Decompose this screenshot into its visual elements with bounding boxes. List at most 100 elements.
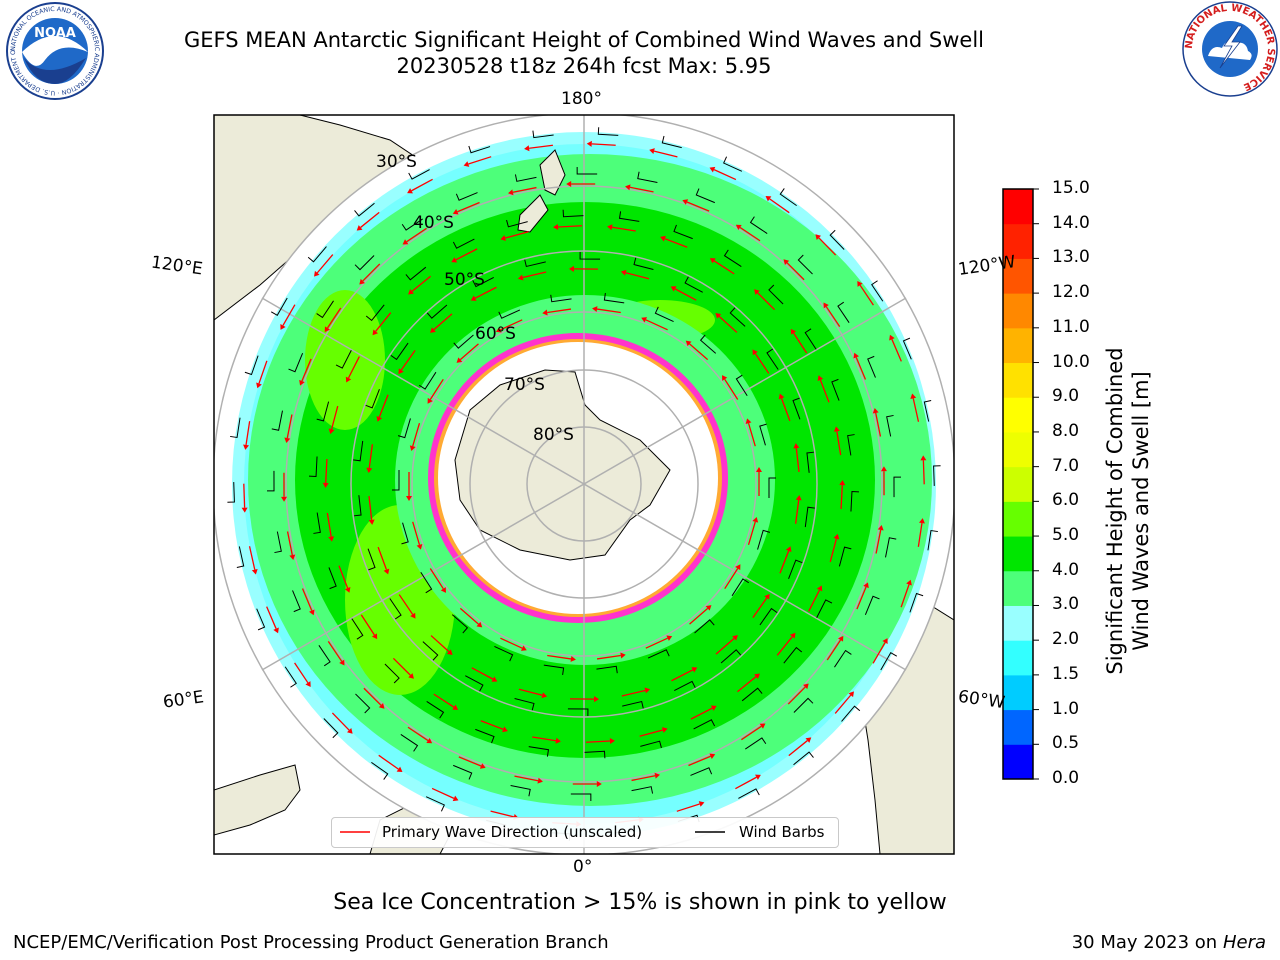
- colorbar-segment: [1003, 258, 1033, 294]
- wave-arrow-head: [280, 323, 286, 330]
- wave-arrow-head: [451, 257, 458, 263]
- wave-arrow: [512, 186, 537, 193]
- wave-arrows-layer: [227, 127, 941, 841]
- wave-arrow-head: [520, 645, 527, 651]
- wave-arrow: [676, 803, 700, 812]
- colorbar-segment: [1003, 640, 1033, 676]
- wave-arrow: [825, 306, 841, 327]
- wind-barb: [768, 284, 784, 305]
- wave-arrow-head: [456, 357, 463, 363]
- wind-barb: [850, 491, 859, 512]
- wave-arrow-head: [660, 235, 666, 242]
- wind-barb: [510, 785, 531, 797]
- wave-arrow-head: [366, 467, 373, 473]
- wave-arrow: [458, 756, 482, 767]
- wave-arrow: [891, 339, 902, 362]
- wave-arrow: [836, 431, 842, 456]
- wave-arrow: [752, 597, 768, 618]
- lat-label-60s: 60°S: [475, 324, 516, 344]
- wave-arrow: [653, 150, 678, 158]
- wind-barb: [292, 590, 301, 613]
- wave-arrow-head: [383, 568, 390, 575]
- wave-arrow-head: [344, 587, 351, 593]
- wind-barb: [759, 607, 778, 626]
- wind-barb: [455, 192, 478, 201]
- wind-barb: [316, 401, 330, 422]
- wind-barb: [494, 646, 514, 662]
- wave-arrow: [639, 729, 663, 737]
- wind-barb: [401, 218, 423, 231]
- wind-barb: [389, 598, 402, 620]
- lat-label-70s: 70°S: [504, 375, 545, 395]
- wind-barb: [328, 567, 337, 590]
- wind-barb: [576, 167, 598, 175]
- wind-barb: [909, 592, 924, 613]
- wave-arrow: [468, 156, 492, 165]
- wave-arrow: [529, 144, 553, 149]
- wave-arrow-head: [607, 224, 613, 231]
- wave-arrow: [674, 288, 697, 301]
- wind-barb: [674, 680, 696, 692]
- wave-arrow: [834, 694, 852, 714]
- wave-arrow: [671, 669, 694, 682]
- wind-barb: [288, 353, 304, 373]
- wave-arrow: [737, 676, 757, 693]
- wave-arrow-head: [452, 704, 459, 710]
- wave-arrow: [690, 707, 713, 720]
- wind-barb: [864, 595, 880, 615]
- colorbar-segment: [1003, 570, 1033, 606]
- colorbar-title-line2: Wind Waves and Swell [m]: [1129, 371, 1153, 651]
- wave-arrow: [645, 637, 668, 649]
- wave-arrow-head: [356, 225, 363, 231]
- wave-arrow-head: [570, 655, 576, 662]
- wave-arrow: [718, 315, 738, 333]
- wave-arrow: [480, 720, 504, 730]
- wave-arrow-head: [555, 737, 561, 744]
- wind-barb: [390, 342, 409, 361]
- wave-arrow: [505, 231, 529, 239]
- wave-arrow: [900, 584, 910, 608]
- wave-arrow: [514, 775, 539, 782]
- wind-barb: [647, 649, 670, 659]
- wind-barb: [307, 246, 327, 263]
- wave-arrow-head: [764, 593, 770, 600]
- wind-barb: [723, 156, 743, 172]
- wave-arrow: [596, 654, 621, 660]
- wind-barb: [468, 145, 491, 154]
- wave-arrow: [819, 379, 830, 403]
- wave-arrow-head: [691, 667, 698, 673]
- colorbar-frame: [1002, 188, 1034, 780]
- wave-arrow: [294, 662, 309, 684]
- wind-barb: [392, 470, 400, 491]
- wind-barb: [365, 389, 380, 409]
- wave-arrow-head: [863, 582, 869, 589]
- wind-barb: [885, 537, 897, 558]
- nws-logo: NATIONAL WEATHER SERVICE: [1182, 1, 1278, 97]
- wave-arrow: [331, 712, 350, 731]
- wave-arrow: [392, 657, 411, 676]
- wave-arrow: [431, 787, 455, 799]
- wind-barb: [284, 666, 297, 688]
- wind-barb: [405, 266, 427, 281]
- colorbar-segment: [1003, 501, 1033, 537]
- wave-arrow-head: [609, 737, 615, 744]
- wind-barb: [316, 300, 334, 319]
- wave-arrow-head: [408, 289, 414, 295]
- wave-arrow-head: [281, 496, 288, 502]
- wave-arrow: [912, 398, 920, 422]
- wave-arrow: [471, 667, 494, 680]
- wave-arrow-head: [857, 281, 863, 287]
- wave-arrow-head: [470, 295, 477, 301]
- colorbar-segment: [1003, 223, 1033, 259]
- wave-arrow-head: [407, 188, 413, 194]
- wind-barb: [766, 348, 779, 370]
- wind-barb: [880, 652, 898, 671]
- wave-arrow: [741, 725, 762, 741]
- wave-arrow-head: [359, 278, 365, 285]
- wave-arrow: [266, 606, 277, 629]
- wave-arrow: [245, 421, 251, 446]
- wave-arrow: [398, 594, 414, 615]
- wave-arrow: [518, 688, 543, 696]
- wind-barb: [236, 546, 245, 568]
- wind-barb: [806, 451, 814, 473]
